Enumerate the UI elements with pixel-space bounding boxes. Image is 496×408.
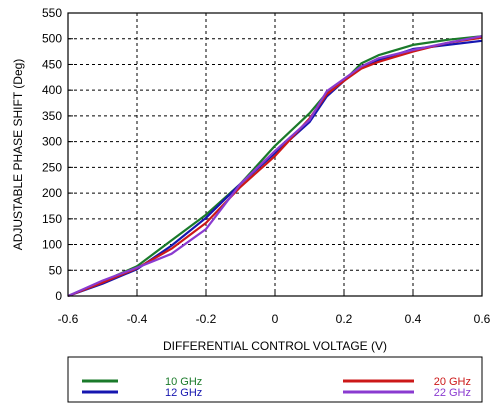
y-axis-label: ADJUSTABLE PHASE SHIFT (Deg) <box>11 59 25 251</box>
x-tick-label: 0.2 <box>336 312 353 326</box>
y-tick-label: 350 <box>42 109 62 123</box>
series-line-3 <box>67 36 483 298</box>
x-tick-label: 0 <box>272 312 279 326</box>
y-tick-label: 300 <box>42 135 62 149</box>
legend-label-2: 12 GHz <box>165 387 202 399</box>
legend-label-1: 10 GHz <box>165 376 202 388</box>
y-tick-label: 450 <box>42 57 62 71</box>
axis-ticks: -0.6 -0.4 -0.2 0 0.2 0.4 0.6 0 50 100 150 200 250 300… <box>42 6 491 326</box>
legend-box <box>67 356 483 403</box>
y-tick-label: 200 <box>42 186 62 200</box>
x-tick-label: 0.4 <box>405 312 422 326</box>
y-tick-label: 150 <box>42 212 62 226</box>
y-tick-label: 100 <box>42 238 62 252</box>
legend-label-4: 22 GHz <box>434 387 471 399</box>
y-tick-label: 400 <box>42 83 62 97</box>
y-tick-label: 250 <box>42 160 62 174</box>
legend-label-3: 20 GHz <box>434 376 471 388</box>
series-line-4 <box>67 35 483 298</box>
x-tick-label: -0.2 <box>196 312 217 326</box>
series-lines <box>67 35 483 298</box>
x-tick-label: 0.6 <box>474 312 491 326</box>
y-tick-label: 500 <box>42 32 62 46</box>
x-tick-label: -0.6 <box>58 312 79 326</box>
y-tick-label: 0 <box>55 289 62 303</box>
x-axis-label: DIFFERENTIAL CONTROL VOLTAGE (V) <box>163 339 387 353</box>
y-tick-label: 550 <box>42 6 62 20</box>
x-tick-label: -0.4 <box>127 312 148 326</box>
y-tick-label: 50 <box>49 263 63 277</box>
series-line-1 <box>67 35 483 298</box>
grid-lines <box>68 13 482 296</box>
